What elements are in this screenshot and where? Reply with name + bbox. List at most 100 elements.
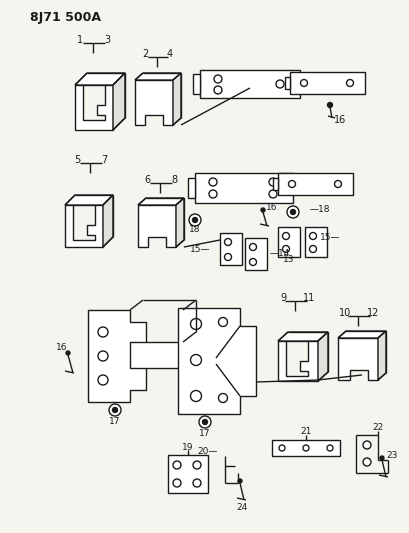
Text: 15—: 15— — [319, 233, 339, 243]
Circle shape — [224, 254, 231, 261]
Bar — [289, 72, 364, 94]
Circle shape — [362, 441, 370, 449]
Text: 21: 21 — [299, 427, 311, 437]
Text: 23: 23 — [385, 451, 397, 461]
Text: 5: 5 — [74, 155, 80, 165]
Polygon shape — [130, 342, 182, 368]
Bar — [220, 233, 241, 265]
Circle shape — [268, 190, 276, 198]
Circle shape — [327, 102, 332, 108]
Text: 8: 8 — [171, 175, 177, 185]
Circle shape — [309, 232, 316, 239]
Circle shape — [379, 456, 383, 460]
Bar — [168, 455, 207, 493]
Text: 16: 16 — [333, 115, 345, 125]
Circle shape — [286, 206, 298, 218]
Circle shape — [193, 461, 200, 469]
Polygon shape — [73, 205, 95, 240]
Text: 8J71 500A: 8J71 500A — [30, 11, 101, 23]
Circle shape — [282, 246, 289, 253]
Polygon shape — [285, 341, 307, 376]
Circle shape — [278, 445, 284, 451]
Polygon shape — [173, 73, 180, 125]
Circle shape — [218, 318, 227, 327]
Circle shape — [190, 354, 201, 366]
Polygon shape — [337, 331, 385, 338]
Circle shape — [282, 232, 289, 239]
Circle shape — [290, 209, 295, 214]
Polygon shape — [277, 332, 327, 341]
Polygon shape — [178, 308, 255, 414]
Circle shape — [209, 178, 216, 186]
Text: 11: 11 — [302, 293, 315, 303]
Text: 2: 2 — [142, 49, 148, 59]
Circle shape — [249, 259, 256, 265]
Text: 13: 13 — [283, 255, 294, 264]
Polygon shape — [337, 338, 377, 380]
Circle shape — [326, 445, 332, 451]
Text: 7: 7 — [101, 155, 107, 165]
Text: 17: 17 — [199, 429, 210, 438]
Bar — [193, 74, 200, 94]
Circle shape — [98, 375, 108, 385]
Polygon shape — [88, 310, 146, 402]
Text: 4: 4 — [166, 49, 173, 59]
Polygon shape — [138, 198, 184, 205]
Text: 16: 16 — [265, 204, 277, 213]
Circle shape — [346, 79, 353, 86]
Circle shape — [112, 408, 117, 413]
Circle shape — [213, 75, 221, 83]
Text: 10: 10 — [338, 308, 350, 318]
Text: 18: 18 — [189, 224, 200, 233]
Text: 17: 17 — [109, 416, 121, 425]
Circle shape — [362, 458, 370, 466]
Circle shape — [300, 79, 307, 86]
Bar — [304, 227, 326, 257]
Bar — [272, 178, 277, 190]
Circle shape — [98, 351, 108, 361]
Text: 24: 24 — [236, 503, 247, 512]
Circle shape — [213, 86, 221, 94]
Circle shape — [192, 217, 197, 222]
Circle shape — [261, 208, 264, 212]
Circle shape — [224, 238, 231, 246]
Text: 9: 9 — [279, 293, 285, 303]
Circle shape — [98, 327, 108, 337]
Circle shape — [209, 190, 216, 198]
Circle shape — [189, 214, 200, 226]
Circle shape — [268, 178, 276, 186]
Text: 16: 16 — [56, 343, 67, 352]
Circle shape — [190, 319, 201, 329]
Circle shape — [302, 445, 308, 451]
Polygon shape — [317, 332, 327, 381]
Circle shape — [249, 244, 256, 251]
Polygon shape — [103, 195, 113, 247]
Circle shape — [173, 461, 180, 469]
Circle shape — [66, 351, 70, 355]
Bar — [284, 77, 289, 89]
Circle shape — [109, 404, 121, 416]
Text: 20—: 20— — [197, 448, 218, 456]
Polygon shape — [135, 73, 180, 80]
Polygon shape — [65, 195, 113, 205]
Polygon shape — [175, 198, 184, 247]
Circle shape — [202, 419, 207, 424]
Text: 12: 12 — [366, 308, 378, 318]
Circle shape — [198, 416, 211, 428]
Circle shape — [288, 181, 295, 188]
Bar — [277, 227, 299, 257]
Circle shape — [309, 246, 316, 253]
Polygon shape — [277, 341, 317, 381]
Text: 19: 19 — [182, 442, 193, 451]
Text: 22: 22 — [371, 424, 383, 432]
Polygon shape — [83, 85, 105, 120]
Circle shape — [334, 181, 341, 188]
Bar — [271, 440, 339, 456]
Bar — [277, 173, 352, 195]
Polygon shape — [113, 73, 125, 130]
Circle shape — [193, 479, 200, 487]
Text: —18: —18 — [309, 206, 330, 214]
Circle shape — [190, 391, 201, 401]
Circle shape — [173, 479, 180, 487]
Polygon shape — [138, 205, 175, 247]
